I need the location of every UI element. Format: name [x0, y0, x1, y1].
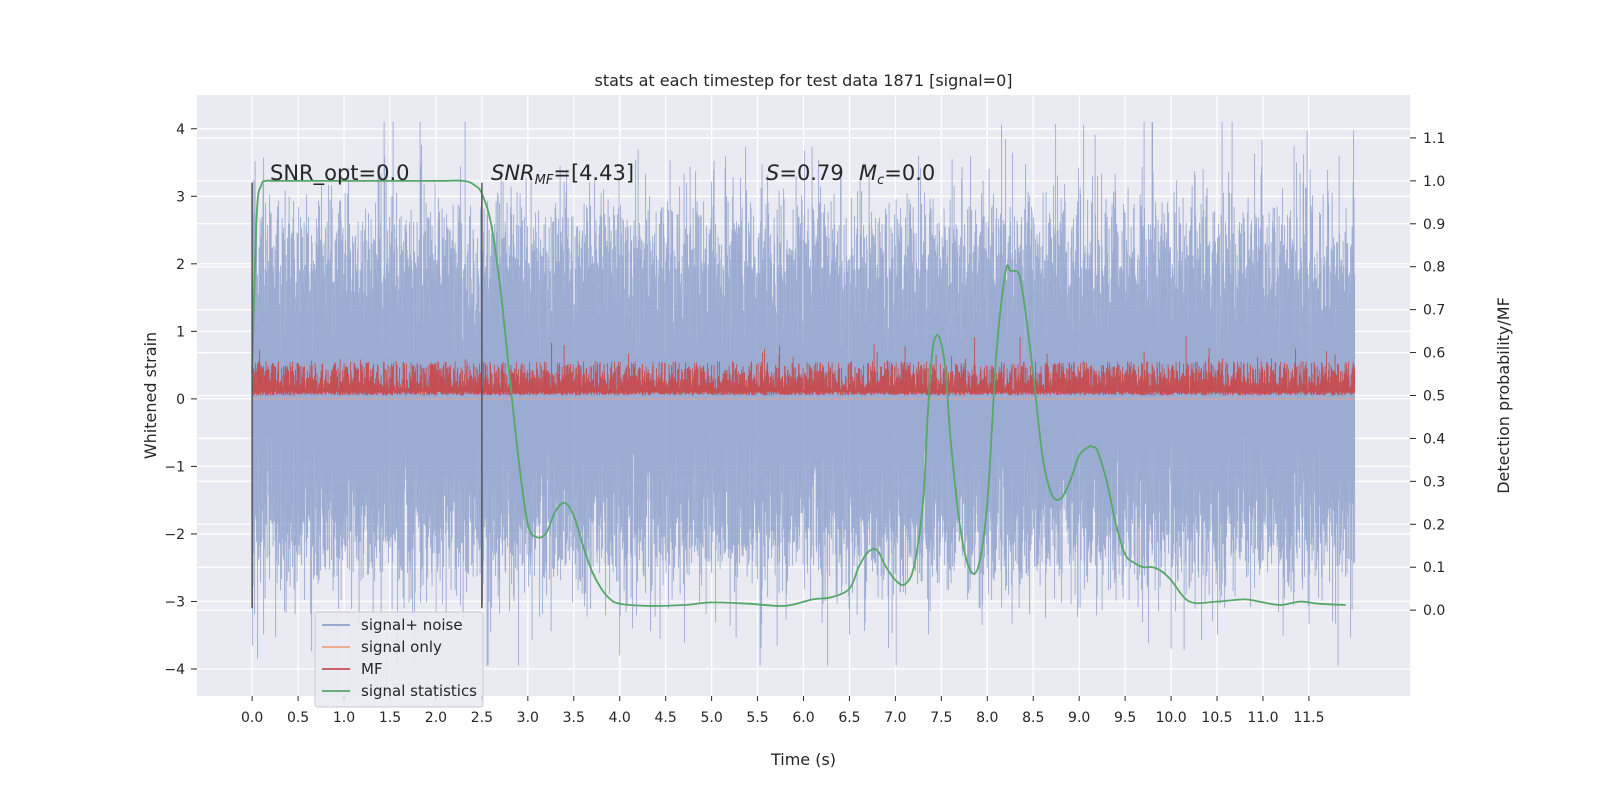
y-right-tick-label: 0.2 [1423, 517, 1445, 533]
y-right-tick-label: 0.4 [1423, 431, 1445, 447]
x-tick-label: 10.5 [1201, 710, 1232, 726]
annotation-mc-sub: c [877, 173, 884, 188]
y-right-tick-label: 0.6 [1423, 346, 1445, 362]
x-tick-label: 2.0 [425, 710, 447, 726]
y-right-tick-label: 0.0 [1423, 603, 1445, 619]
x-tick-label: 1.5 [379, 710, 401, 726]
legend-label: signal+ noise [361, 616, 463, 634]
annotation-mc-symbol: M [859, 161, 877, 185]
legend-label: signal statistics [361, 682, 477, 700]
y-left-tick-label: −4 [164, 662, 185, 678]
legend: signal+ noise signal only MF signal statist… [314, 611, 484, 708]
x-tick-label: 10.0 [1155, 710, 1186, 726]
y-left-tick-label: −1 [164, 459, 185, 475]
annotation-snr-mf-rest: =[4.43] [553, 161, 634, 185]
x-tick-label: 9.0 [1068, 710, 1090, 726]
x-tick-label: 7.5 [930, 710, 952, 726]
y-right-tick-label: 0.3 [1423, 474, 1445, 490]
y-left-tick-label: −2 [164, 527, 185, 543]
y-axis-label-left: Whitened strain [141, 332, 160, 459]
y-right-tick-label: 0.8 [1423, 260, 1445, 276]
y-right-tick-label: 0.9 [1423, 217, 1445, 233]
x-tick-label: 3.5 [563, 710, 585, 726]
legend-box [314, 611, 484, 708]
annotation-s-symbol: S [766, 161, 779, 185]
y-right-tick-label: 0.1 [1423, 560, 1445, 576]
y-left-tick-label: 0 [176, 392, 185, 408]
x-tick-label: 6.5 [838, 710, 860, 726]
axis-ticks: 0.0 0.5 1.0 1.5 2.0 2.5 3.0 3.5 4.0 4.5 5.0 5.5 6.0 6… [164, 122, 1445, 726]
x-tick-label: 4.0 [609, 710, 631, 726]
x-tick-label: 5.0 [700, 710, 722, 726]
x-tick-label: 0.0 [241, 710, 263, 726]
legend-label: signal only [361, 638, 442, 656]
y-left-tick-label: 3 [176, 189, 185, 205]
y-left-tick-label: −3 [164, 594, 185, 610]
y-right-tick-label: 1.0 [1423, 174, 1445, 190]
x-tick-label: 7.0 [884, 710, 906, 726]
series-signal-statistics [251, 179, 1346, 607]
annotation-snr-mf-sub: MF [535, 173, 554, 188]
x-tick-label: 11.5 [1293, 710, 1324, 726]
annotation-s-value: =0.79 [779, 161, 843, 185]
x-tick-label: 2.5 [471, 710, 493, 726]
x-tick-label: 5.5 [746, 710, 768, 726]
y-right-tick-label: 0.7 [1423, 303, 1445, 319]
x-tick-label: 8.5 [1022, 710, 1044, 726]
x-tick-label: 4.5 [655, 710, 677, 726]
annotation-snr-mf-base: SNR [491, 161, 535, 185]
annotation-mc: Mc=0.0 [859, 161, 935, 188]
x-tick-label: 1.0 [333, 710, 355, 726]
vertical-markers [251, 182, 483, 609]
annotation-mc-value: =0.0 [884, 161, 935, 185]
y-left-tick-label: 1 [176, 324, 185, 340]
y-right-tick-label: 0.5 [1423, 389, 1445, 405]
x-tick-label: 0.5 [287, 710, 309, 726]
y-right-tick-label: 1.1 [1423, 131, 1445, 147]
x-axis-label: Time (s) [770, 750, 836, 769]
x-tick-label: 8.0 [976, 710, 998, 726]
y-left-tick-label: 2 [176, 257, 185, 273]
chart-title: stats at each timestep for test data 187… [594, 71, 1012, 90]
annotation-s: S=0.79 [766, 161, 844, 185]
x-tick-label: 6.0 [792, 710, 814, 726]
x-tick-label: 11.0 [1247, 710, 1278, 726]
legend-label: MF [361, 660, 383, 678]
signal-statistics-line [251, 179, 1346, 607]
y-left-tick-label: 4 [176, 122, 185, 138]
annotation-snr-opt: SNR_opt=0.0 [270, 161, 410, 186]
x-tick-label: 9.5 [1114, 710, 1136, 726]
annotation-snr-mf: SNRMF=[4.43] [491, 161, 634, 188]
x-tick-label: 3.0 [517, 710, 539, 726]
y-axis-label-right: Detection probability/MF [1494, 297, 1513, 494]
